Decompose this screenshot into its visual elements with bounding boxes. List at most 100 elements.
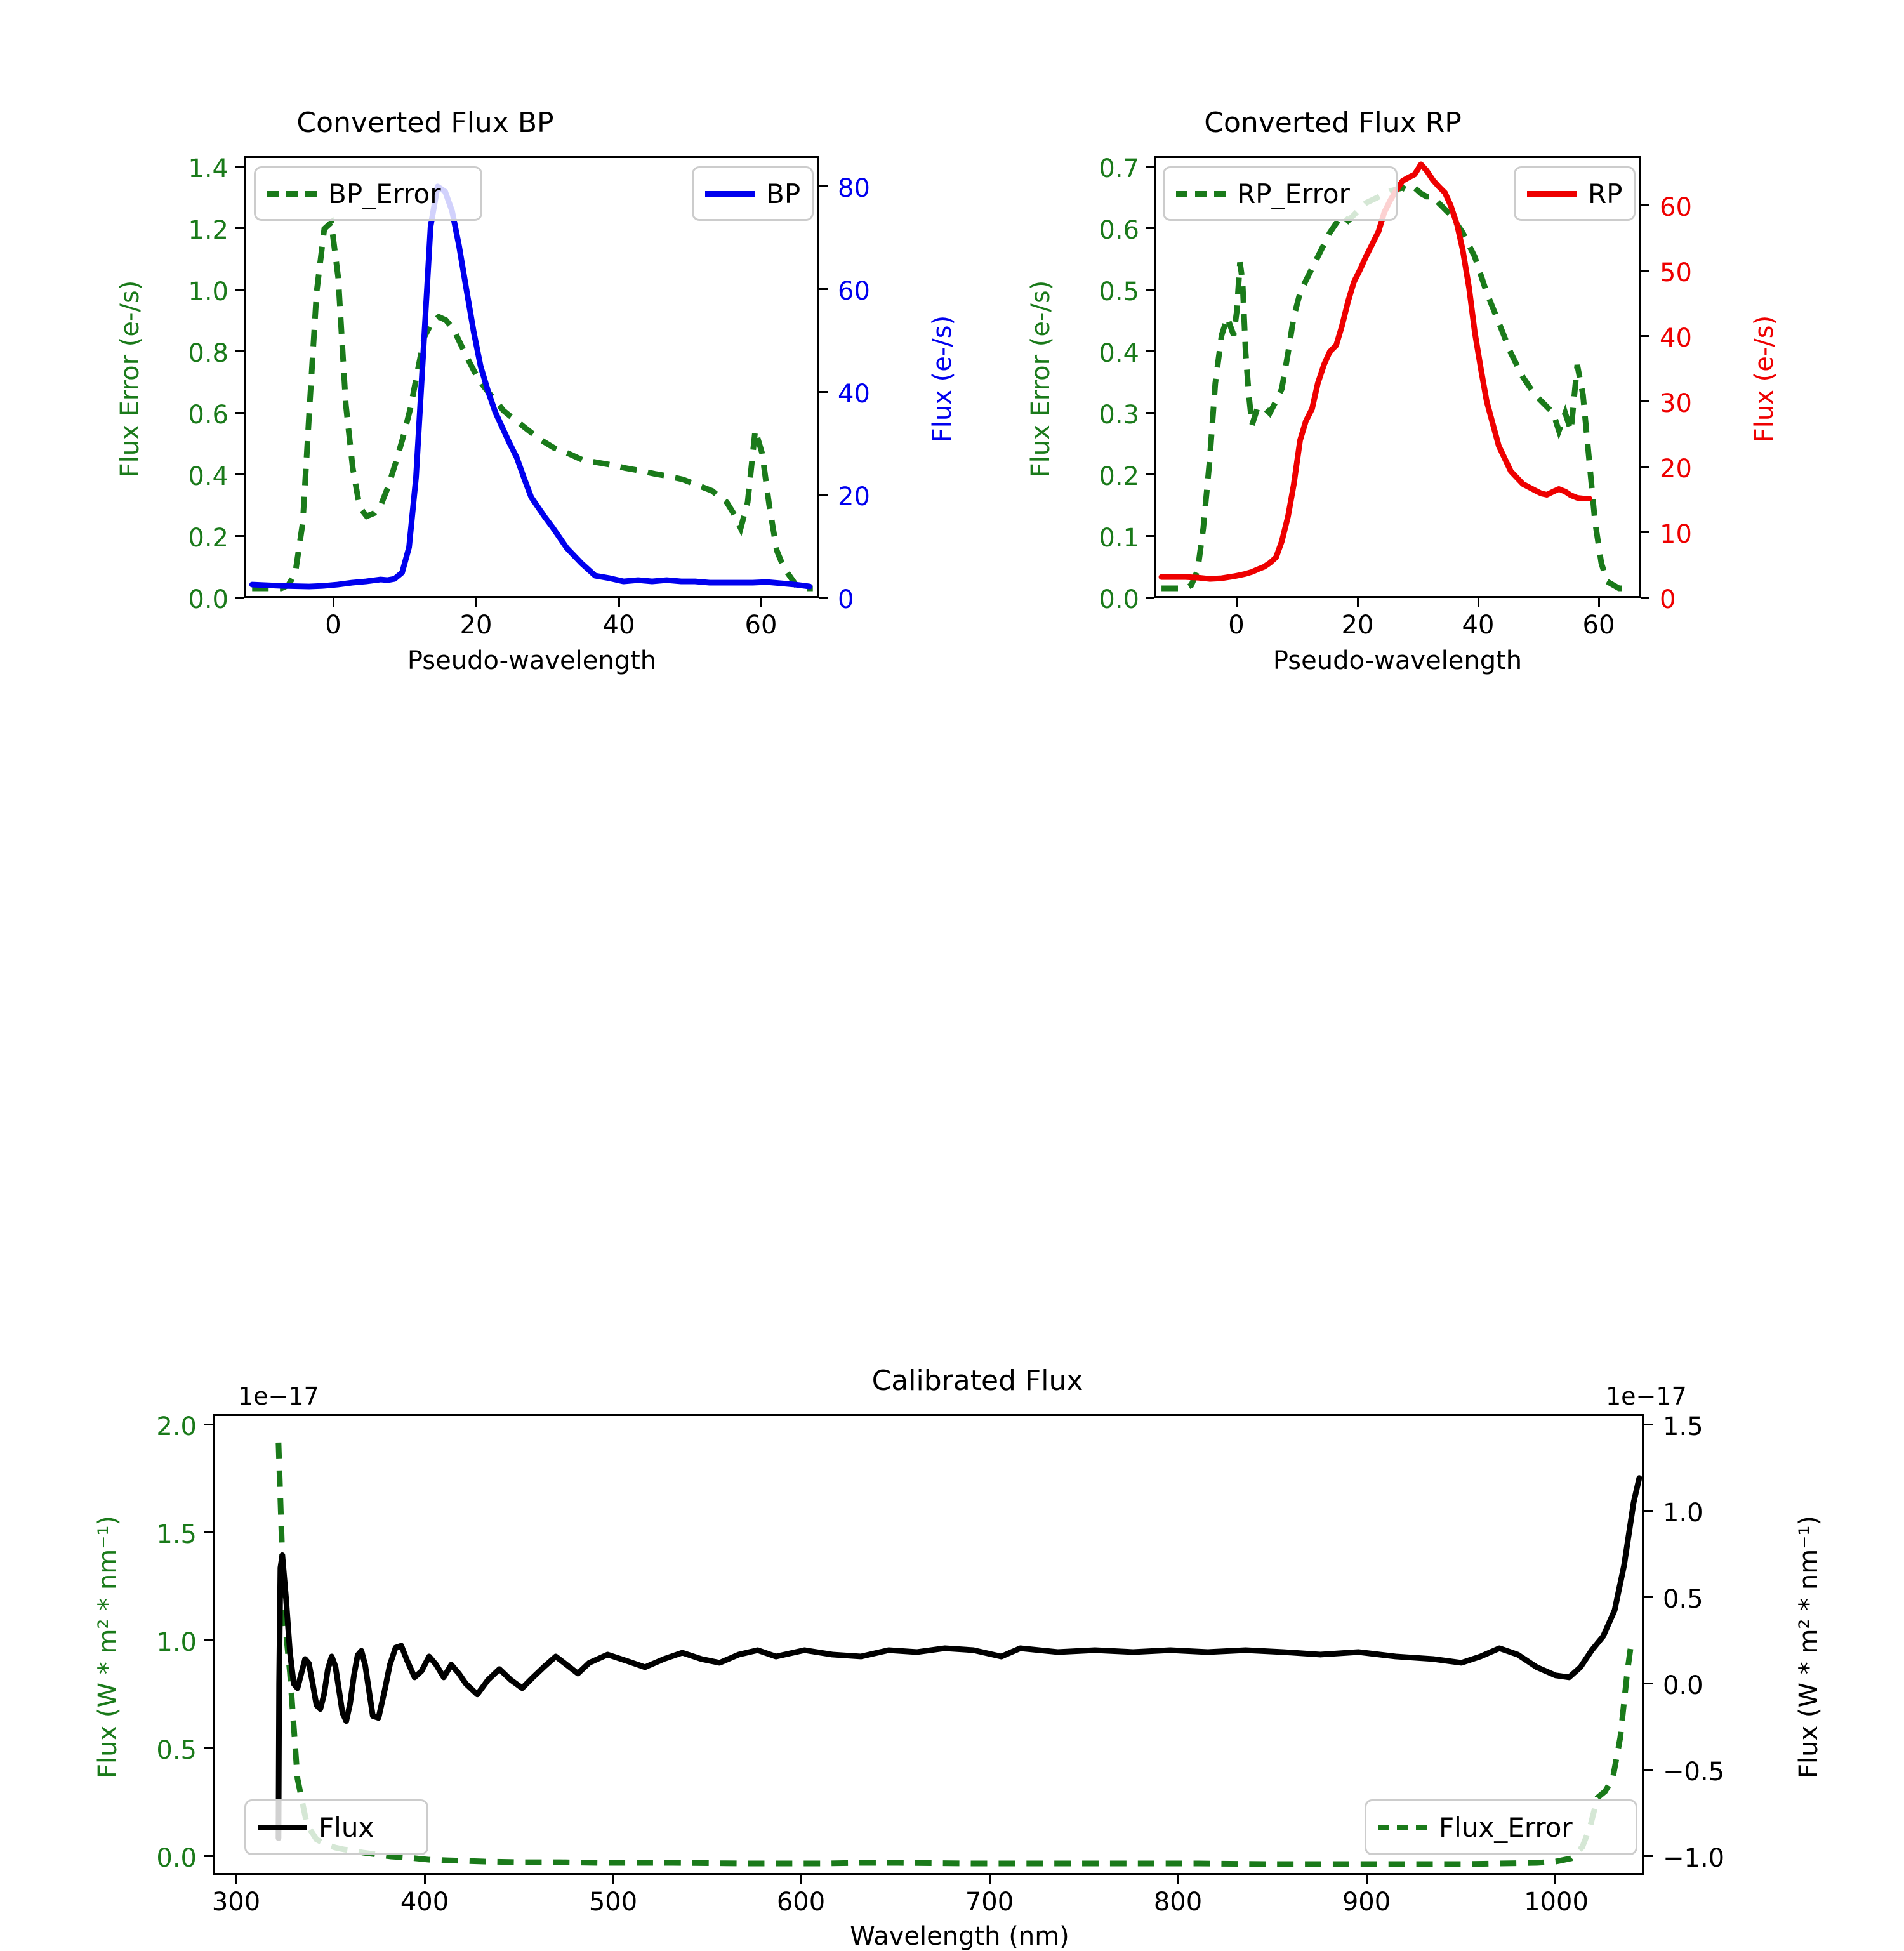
calibrated-xtick-mark [1554, 1875, 1556, 1884]
calibrated-yaxis-label-left: Flux (W * m² * nm⁻¹) [93, 1516, 122, 1778]
rp-ytick-right-5: 50 [1660, 258, 1692, 288]
bp-flux-legend-swatch [705, 190, 755, 197]
bp-ytick-mark-right [819, 391, 828, 393]
bp-ytick-mark-left [235, 289, 244, 291]
bp-plot-lines [249, 183, 813, 592]
bp-error-legend-swatch [267, 190, 317, 197]
rp-xtick-mark [1357, 598, 1359, 607]
calibrated-flux-legend-label: Flux [319, 1811, 374, 1843]
rp-ytick-right-2: 20 [1660, 454, 1692, 484]
panel-converted-flux-bp: Converted Flux BP 0.0 0.2 0.4 0.6 0.8 1.… [0, 0, 957, 675]
bp-ytick-left-4: 0.8 [188, 339, 228, 368]
rp-xtick-2: 40 [1462, 611, 1495, 640]
calibrated-ytick-mark-right [1644, 1855, 1653, 1857]
rp-xtick-mark [1236, 598, 1238, 607]
calibrated-xtick-7: 1000 [1524, 1888, 1589, 1917]
bp-ytick-mark-left [235, 350, 244, 352]
rp-ytick-mark-left [1146, 412, 1154, 414]
calibrated-ytick-left-3: 1.5 [156, 1520, 197, 1549]
rp-ytick-right-3: 30 [1660, 389, 1692, 418]
rp-ytick-mark-right [1641, 466, 1649, 468]
rp-yaxis-label-right: Flux (e-/s) [1750, 315, 1779, 443]
calibrated-ytick-right-5: 1.5 [1663, 1412, 1703, 1441]
bp-xaxis-label: Pseudo-wavelength [407, 646, 657, 675]
rp-xtick-mark [1478, 598, 1479, 607]
rp-ytick-mark-right [1641, 400, 1649, 402]
calibrated-ytick-right-2: 0.0 [1663, 1671, 1703, 1700]
bp-ytick-mark-left [235, 412, 244, 414]
calibrated-ytick-left-2: 1.0 [156, 1628, 197, 1657]
bp-ytick-left-6: 1.2 [188, 216, 228, 245]
calibrated-xtick-0: 300 [211, 1888, 261, 1917]
bp-ytick-mark-left [235, 535, 244, 537]
bp-ytick-mark-left [235, 473, 244, 475]
rp-error-legend-swatch [1176, 190, 1226, 197]
rp-ytick-right-4: 40 [1660, 324, 1692, 353]
rp-ytick-right-6: 60 [1660, 193, 1692, 222]
rp-xtick-3: 60 [1582, 611, 1615, 640]
rp-legend-flux[interactable]: RP [1514, 166, 1636, 221]
rp-plot-lines [1158, 161, 1631, 592]
calibrated-left-offset-exponent: 1e−17 [238, 1382, 319, 1410]
calibrated-ytick-mark-right [1644, 1510, 1653, 1512]
calibrated-legend-flux[interactable]: Flux [244, 1799, 428, 1855]
calibrated-flux-error-legend-label: Flux_Error [1439, 1811, 1573, 1843]
rp-ytick-left-7: 0.7 [1099, 154, 1139, 183]
bp-ytick-left-0: 0.0 [188, 585, 228, 614]
calibrated-xtick-4: 700 [965, 1888, 1014, 1917]
panel-converted-flux-rp: Converted Flux RP 0.0 0.1 0.2 0.3 0.4 0.… [939, 0, 1904, 675]
rp-axes-frame [1154, 156, 1641, 598]
rp-ytick-mark-left [1146, 227, 1154, 229]
bp-ytick-mark-left [235, 166, 244, 168]
bp-axes-frame [244, 156, 819, 598]
bp-xtick-3: 60 [744, 611, 777, 640]
calibrated-panel-title: Calibrated Flux [871, 1365, 1083, 1397]
calibrated-flux-line [275, 1475, 1643, 1841]
calibrated-ytick-mark-right [1644, 1769, 1653, 1771]
calibrated-xtick-mark [1177, 1875, 1179, 1884]
bp-legend-error[interactable]: BP_Error [254, 166, 482, 221]
calibrated-ytick-mark-left [204, 1424, 213, 1425]
calibrated-ytick-mark-left [204, 1531, 213, 1533]
rp-ytick-mark-right [1641, 335, 1649, 337]
bp-panel-title: Converted Flux BP [296, 107, 554, 139]
rp-xtick-0: 0 [1228, 611, 1245, 640]
bp-ytick-mark-right [819, 185, 828, 187]
bp-ytick-right-2: 40 [838, 380, 870, 409]
calibrated-ytick-left-4: 2.0 [156, 1412, 197, 1441]
calibrated-ytick-right-4: 1.0 [1663, 1498, 1703, 1528]
calibrated-yaxis-label-right: Flux (W * m² * nm⁻¹) [1794, 1516, 1823, 1778]
bp-yaxis-label-left: Flux Error (e-/s) [116, 280, 145, 478]
bp-ytick-mark-right [819, 494, 828, 496]
calibrated-ytick-mark-right [1644, 1596, 1653, 1598]
calibrated-ytick-mark-left [204, 1639, 213, 1641]
rp-legend-error[interactable]: RP_Error [1163, 166, 1398, 221]
calibrated-xtick-5: 800 [1153, 1888, 1203, 1917]
calibrated-xtick-2: 500 [588, 1888, 638, 1917]
rp-ytick-left-0: 0.0 [1099, 585, 1139, 614]
bp-ytick-left-3: 0.6 [188, 400, 228, 430]
rp-panel-title: Converted Flux RP [1204, 107, 1462, 139]
rp-ytick-mark-right [1641, 204, 1649, 206]
bp-ytick-left-2: 0.4 [188, 462, 228, 491]
calibrated-legend-flux-error[interactable]: Flux_Error [1365, 1799, 1637, 1855]
rp-xaxis-label: Pseudo-wavelength [1273, 646, 1523, 675]
rp-ytick-mark-left [1146, 350, 1154, 352]
calibrated-xtick-6: 900 [1342, 1888, 1391, 1917]
rp-ytick-mark-left [1146, 535, 1154, 537]
calibrated-xtick-mark [424, 1875, 426, 1884]
rp-ytick-mark-left [1146, 289, 1154, 291]
bp-ytick-left-7: 1.4 [188, 154, 228, 183]
bp-ytick-left-1: 0.2 [188, 524, 228, 553]
rp-ytick-mark-right [1641, 597, 1649, 599]
bp-xtick-2: 40 [602, 611, 635, 640]
bp-ytick-mark-left [235, 227, 244, 229]
calibrated-ytick-mark-right [1644, 1424, 1653, 1425]
bp-xtick-mark [475, 598, 477, 607]
rp-ytick-mark-right [1641, 531, 1649, 533]
bp-legend-flux[interactable]: BP [692, 166, 814, 221]
calibrated-ytick-left-0: 0.0 [156, 1844, 197, 1873]
bp-ytick-mark-left [235, 597, 244, 599]
rp-ytick-mark-right [1641, 270, 1649, 272]
panel-calibrated-flux: Calibrated Flux 1e−17 1e−17 0.0 0.5 1.0 … [0, 673, 1904, 1951]
